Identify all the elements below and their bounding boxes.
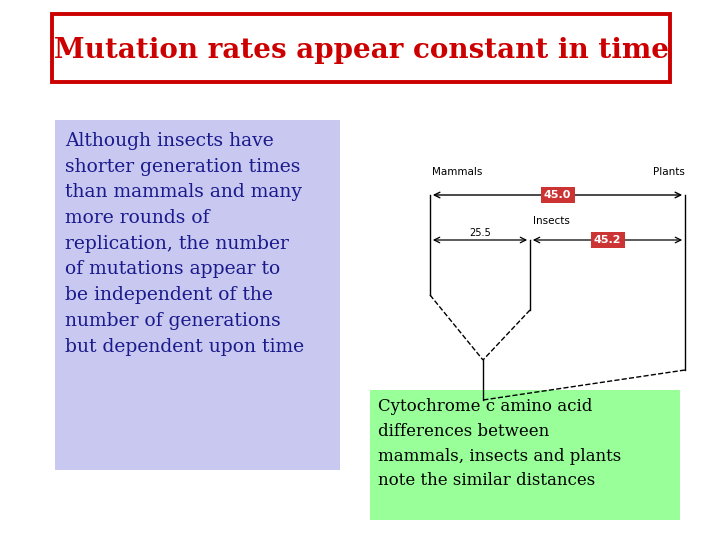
Text: 25.5: 25.5 — [469, 228, 491, 238]
FancyBboxPatch shape — [55, 120, 340, 470]
FancyBboxPatch shape — [590, 232, 624, 248]
Text: Although insects have
shorter generation times
than mammals and many
more rounds: Although insects have shorter generation… — [65, 132, 304, 356]
Text: 45.2: 45.2 — [594, 235, 621, 245]
Text: 45.0: 45.0 — [544, 190, 571, 200]
Text: Cytochrome c amino acid
differences between
mammals, insects and plants
note the: Cytochrome c amino acid differences betw… — [378, 398, 621, 489]
Text: Insects: Insects — [533, 216, 570, 226]
Text: Mammals: Mammals — [432, 167, 482, 177]
FancyBboxPatch shape — [370, 390, 680, 520]
Text: Plants: Plants — [653, 167, 685, 177]
FancyBboxPatch shape — [52, 14, 670, 82]
Text: Mutation rates appear constant in time: Mutation rates appear constant in time — [53, 37, 668, 64]
FancyBboxPatch shape — [541, 187, 575, 203]
